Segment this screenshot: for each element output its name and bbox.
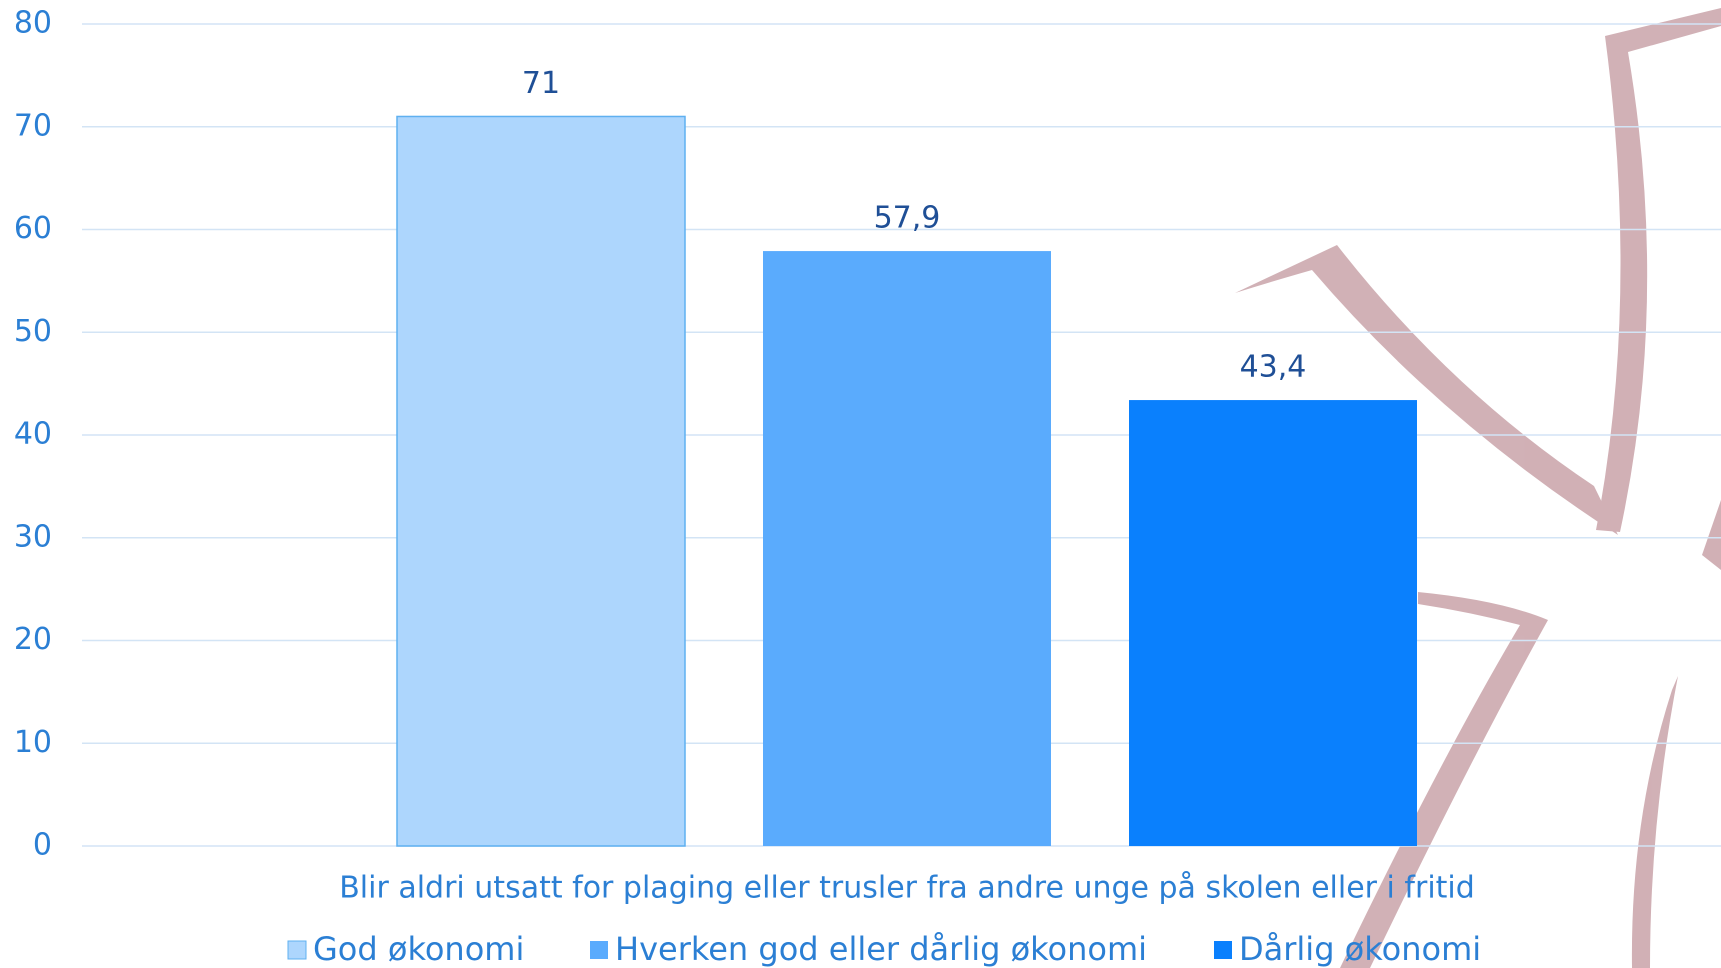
legend-swatch — [590, 941, 608, 959]
value-label: 71 — [522, 66, 560, 101]
y-tick-label: 80 — [14, 6, 52, 41]
y-tick-label: 10 — [14, 725, 52, 760]
y-tick-label: 0 — [33, 828, 52, 863]
value-label: 43,4 — [1240, 350, 1307, 385]
bar — [763, 251, 1051, 846]
legend-label: Hverken god eller dårlig økonomi — [615, 930, 1147, 968]
legend-swatch — [1214, 941, 1232, 959]
y-tick-label: 40 — [14, 417, 52, 452]
legend-label: God økonomi — [313, 930, 524, 968]
legend-label: Dårlig økonomi — [1239, 930, 1481, 968]
y-tick-label: 20 — [14, 622, 52, 657]
y-tick-label: 60 — [14, 211, 52, 246]
value-label: 57,9 — [874, 201, 941, 236]
bar — [397, 116, 685, 846]
y-tick-label: 30 — [14, 519, 52, 554]
legend-swatch — [288, 941, 306, 959]
chart: Blir aldri utsatt for plaging eller trus… — [0, 0, 1721, 968]
category-label: Blir aldri utsatt for plaging eller trus… — [339, 871, 1475, 906]
y-tick-label: 50 — [14, 314, 52, 349]
bar — [1129, 400, 1417, 846]
y-tick-label: 70 — [14, 108, 52, 143]
